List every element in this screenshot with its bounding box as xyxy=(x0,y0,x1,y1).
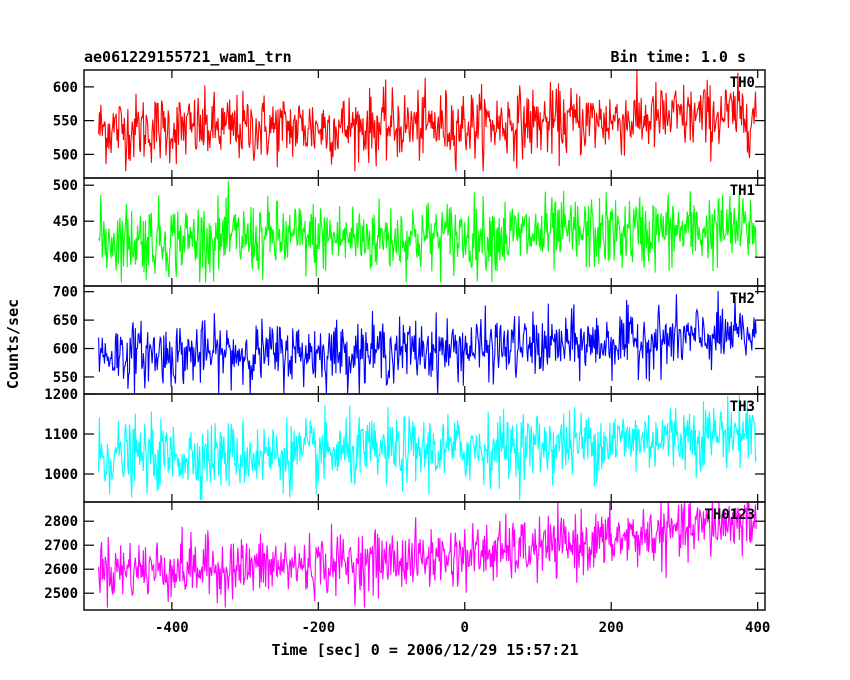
y-tick-label: 2500 xyxy=(44,586,78,602)
panel-label-th3: TH3 xyxy=(730,399,755,415)
y-axis-label: Counts/sec xyxy=(4,299,22,389)
chart-title-left: ae061229155721_wam1_trn xyxy=(84,48,292,66)
y-tick-label: 450 xyxy=(53,214,78,230)
x-tick-label: 0 xyxy=(461,620,469,636)
y-tick-label: 2800 xyxy=(44,514,78,530)
x-tick-label: 200 xyxy=(599,620,624,636)
y-tick-label: 500 xyxy=(53,178,78,194)
y-tick-label: 1100 xyxy=(44,427,78,443)
series-line-th1 xyxy=(98,180,757,283)
y-tick-label: 500 xyxy=(53,147,78,163)
panel-frame-th0123 xyxy=(83,501,766,611)
series-line-th0123 xyxy=(98,501,757,608)
panel-label-th0123: TH0123 xyxy=(704,507,755,523)
y-tick-label: 550 xyxy=(53,370,78,386)
x-tick-label: -200 xyxy=(301,620,335,636)
y-tick-label: 400 xyxy=(53,250,78,266)
y-tick-label: 1200 xyxy=(44,387,78,403)
y-tick-label: 550 xyxy=(53,114,78,130)
y-tick-label: 700 xyxy=(53,285,78,301)
series-line-th3 xyxy=(98,393,757,501)
y-tick-label: 650 xyxy=(53,313,78,329)
panel-label-th2: TH2 xyxy=(730,291,755,307)
series-line-th2 xyxy=(98,290,757,395)
x-tick-label: -400 xyxy=(155,620,189,636)
y-tick-label: 600 xyxy=(53,342,78,358)
y-tick-label: 2700 xyxy=(44,538,78,554)
y-tick-label: 600 xyxy=(53,80,78,96)
panel-label-th0: TH0 xyxy=(730,75,755,91)
x-tick-label: 400 xyxy=(745,620,770,636)
x-axis-label: Time [sec] 0 = 2006/12/29 15:57:21 xyxy=(271,641,578,659)
panel-label-th1: TH1 xyxy=(730,183,755,199)
panels-group: 500 550 600 TH0 400 450 500 TH1 550 600 650 700 TH2 1… xyxy=(44,69,770,636)
series-line-th0 xyxy=(98,69,757,172)
chart-title-right: Bin time: 1.0 s xyxy=(611,48,746,66)
y-tick-label: 2600 xyxy=(44,562,78,578)
y-tick-label: 1000 xyxy=(44,467,78,483)
